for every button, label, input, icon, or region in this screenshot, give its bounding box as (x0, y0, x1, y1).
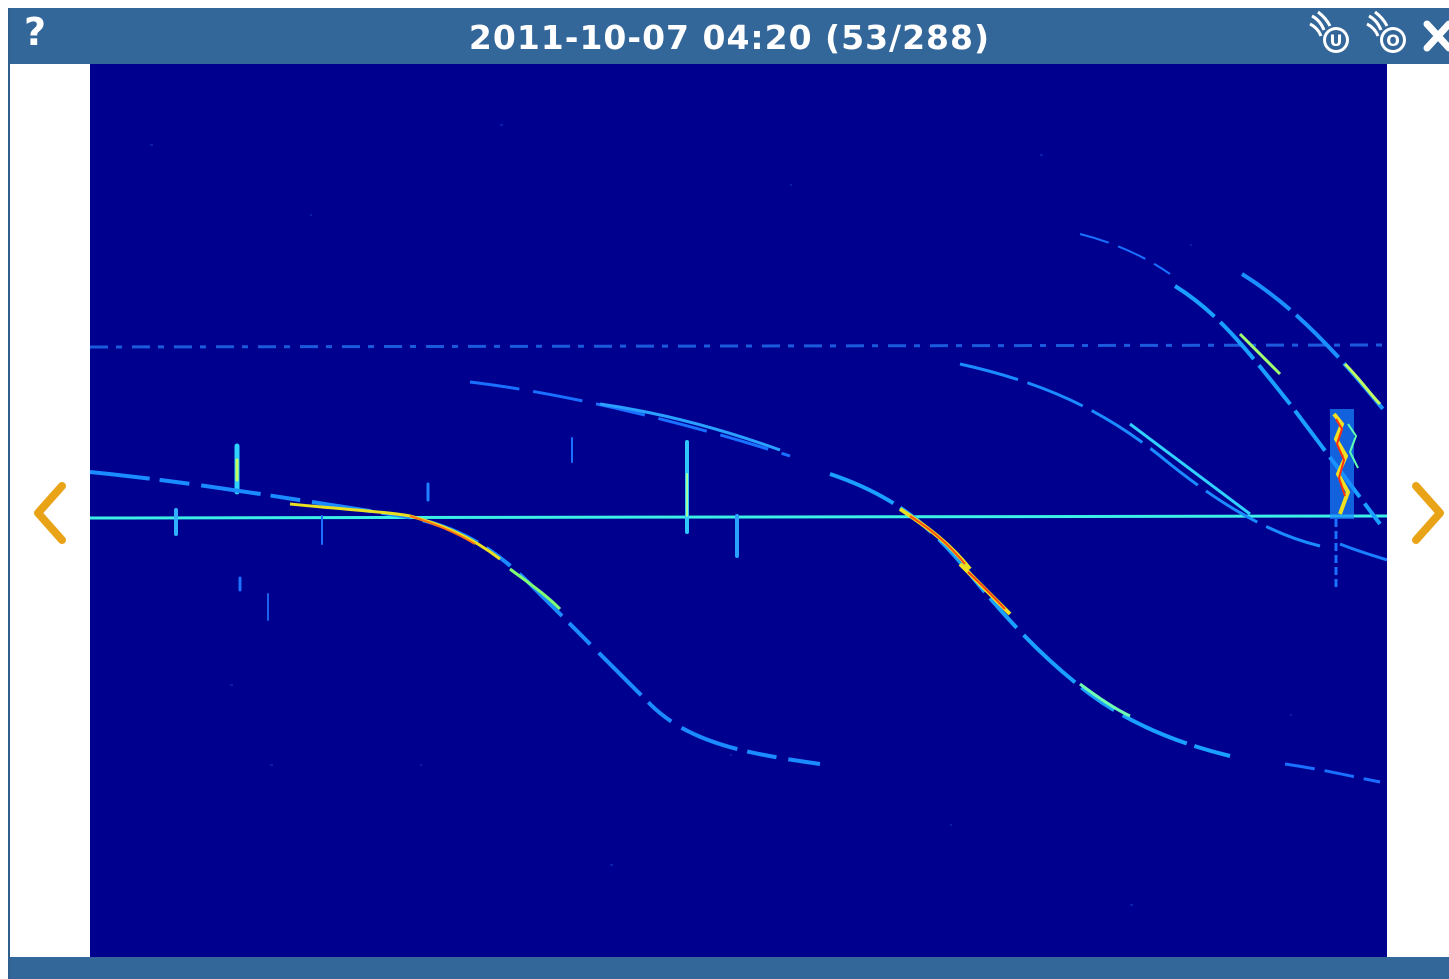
meteor-o-letter: O (1386, 31, 1400, 50)
title-bar: ? 2011-10-07 04:20 (53/288) U O (10, 8, 1449, 64)
window-title: 2011-10-07 04:20 (53/288) (468, 18, 991, 57)
chevron-right-icon[interactable] (1408, 478, 1448, 548)
meteor-u-letter: U (1330, 31, 1343, 50)
meteor-u-icon[interactable]: U (1308, 10, 1354, 60)
meteor-o-icon[interactable]: O (1365, 10, 1411, 60)
bottom-bar (10, 957, 1449, 979)
spectrogram-window: ? 2011-10-07 04:20 (53/288) U O (8, 8, 1449, 979)
spectrogram-image (90, 64, 1387, 957)
help-button[interactable]: ? (24, 10, 47, 54)
chevron-left-icon[interactable] (30, 478, 70, 548)
close-icon[interactable] (1419, 10, 1449, 60)
